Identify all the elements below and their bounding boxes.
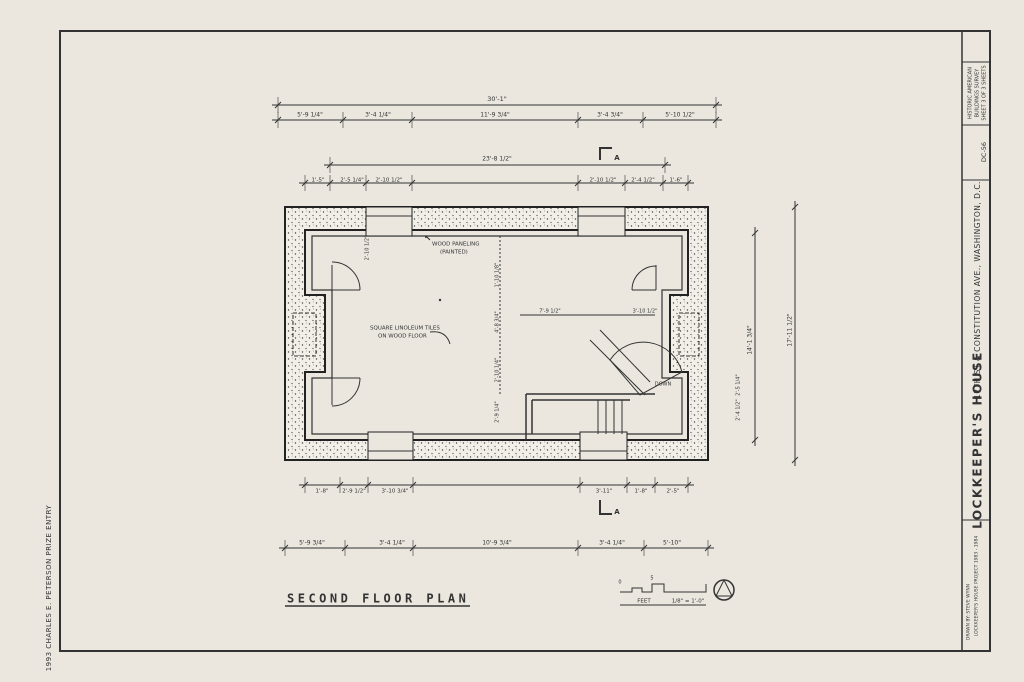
- label: 2'-10 1/2": [365, 236, 371, 261]
- label: 0: [618, 580, 621, 586]
- label: 2'-5": [666, 489, 679, 495]
- label: 1'-5": [311, 178, 324, 184]
- label: 3'-4 1/4": [365, 112, 391, 119]
- label: 2'-10 1/2": [375, 178, 402, 184]
- label: 2'-9 1/2": [342, 489, 366, 495]
- label: 23'-8 1/2": [482, 156, 512, 163]
- north-arrow-head: [715, 578, 733, 597]
- label: ON WOOD FLOOR: [378, 334, 427, 340]
- chimney-left: [292, 312, 317, 357]
- label: 2'-10 1/2": [589, 178, 616, 184]
- label: 1/8" = 1'-0": [672, 599, 705, 605]
- label: 1'-8": [315, 489, 328, 495]
- label: 3'-4 1/4": [599, 540, 625, 547]
- label: SQUARE LINOLEUM TILES: [370, 326, 440, 332]
- stair-line: [599, 329, 651, 383]
- dimension-lines: [272, 97, 799, 556]
- label: (PAINTED): [440, 250, 468, 256]
- label: 4'-8 3/4": [495, 311, 501, 332]
- label: LOCKKEEPER'S HOUSE PROJECT 1983 - 1984: [974, 536, 980, 637]
- door-swing: [631, 265, 657, 291]
- label: 2'-5 1/4": [736, 374, 742, 395]
- label: 17'-11 1/2": [787, 313, 794, 347]
- section-arrow: [599, 147, 612, 160]
- label: 2'-4 1/2": [736, 399, 742, 420]
- interior-floor: [304, 229, 689, 441]
- label: 2'-10 1/4": [495, 358, 501, 383]
- label: 1'-6": [669, 178, 682, 184]
- label: 14'-1 3/4": [747, 325, 754, 355]
- label: 1'-10 1/8": [495, 263, 501, 288]
- door-swing: [331, 261, 361, 291]
- sheet-border: [59, 30, 991, 652]
- window: [579, 431, 628, 461]
- door-swing: [331, 377, 361, 407]
- section-arrow: [599, 500, 612, 515]
- label: DOWN: [655, 382, 672, 388]
- stair-treads: [597, 400, 623, 434]
- stair-line: [589, 339, 646, 396]
- windows: [365, 206, 628, 461]
- window: [367, 431, 414, 461]
- scale-bar: [620, 578, 735, 606]
- label: LOCKKEEPER'S HOUSE: [971, 351, 985, 529]
- label: 5'-10": [663, 540, 681, 547]
- leader: [425, 235, 431, 241]
- label: HISTORIC AMERICAN: [968, 67, 974, 119]
- label: 17TH ST & CONSTITUTION AVE., WASHINGTON,…: [973, 181, 982, 399]
- label: 5'-10 1/2": [665, 112, 695, 119]
- label: 2'-5 1/4": [340, 178, 364, 184]
- chimney-right: [678, 312, 700, 357]
- dimension-tick: [751, 436, 759, 444]
- label: DC-56: [980, 142, 988, 162]
- label: 30'-1": [487, 95, 507, 103]
- label: 2'-9 1/4": [495, 401, 501, 422]
- label: 11'-9 3/4": [480, 112, 510, 119]
- scale-graphic: [620, 583, 707, 593]
- window: [365, 206, 413, 237]
- dimension-tick: [791, 203, 799, 211]
- stair-enclosure: [525, 393, 655, 440]
- leader: [429, 331, 451, 345]
- label: 1'-8": [634, 489, 647, 495]
- label: BUILDINGS SURVEY: [975, 68, 981, 118]
- label: SHEET 3 OF 3 SHEETS: [982, 65, 988, 120]
- label: 3'-10 1/2": [633, 309, 658, 315]
- label: SECOND FLOOR PLAN: [287, 592, 469, 606]
- label: 1993 CHARLES E. PETERSON PRIZE ENTRY: [45, 505, 53, 672]
- dimension-tick: [751, 229, 759, 237]
- label: 7'-9 1/2": [539, 309, 560, 315]
- dimension-tick: [791, 456, 799, 464]
- label: 3'-4 3/4": [597, 112, 623, 119]
- label: 3'-4 1/4": [379, 540, 405, 547]
- label: DRAWN BY: STEVE WYNN: [966, 584, 972, 640]
- window: [577, 206, 626, 237]
- label: 3'-10 3/4": [381, 489, 408, 495]
- label: 2'-4 1/2": [631, 178, 655, 184]
- label: FEET: [637, 599, 651, 605]
- label: A: [614, 508, 620, 516]
- label: 5'-9 1/4": [297, 112, 323, 119]
- label: 3'-11": [596, 489, 613, 495]
- label: 10'-9 3/4": [482, 540, 512, 547]
- label: WOOD PANELING: [432, 242, 479, 248]
- label: 5: [650, 576, 653, 582]
- center-point: [438, 298, 442, 302]
- label: A: [614, 154, 620, 162]
- floor-plan: [284, 206, 709, 461]
- label: 5'-9 3/4": [299, 540, 325, 547]
